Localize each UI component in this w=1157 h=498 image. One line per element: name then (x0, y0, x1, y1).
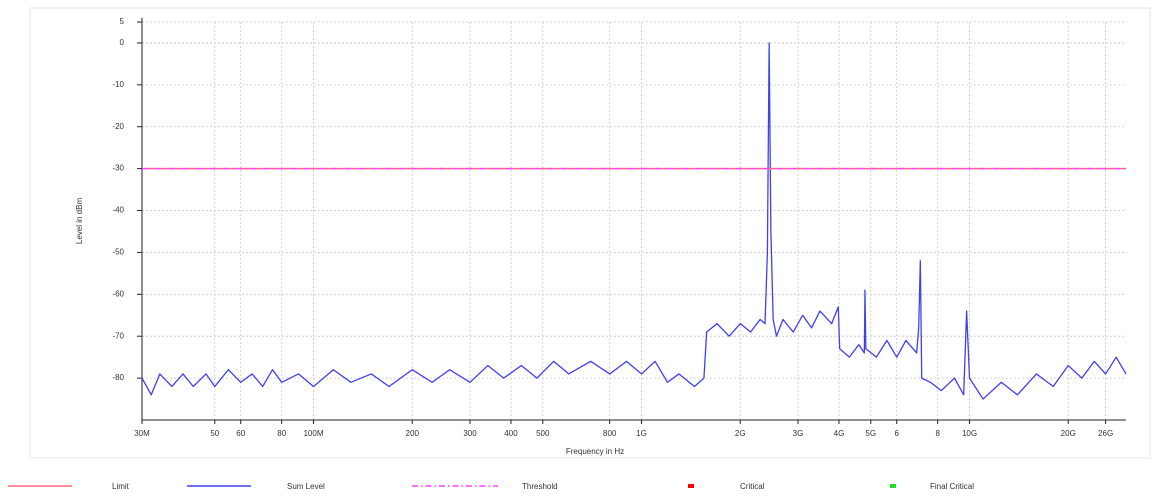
x-tick-label: 60 (236, 429, 245, 438)
x-axis-label: Frequency in Hz (566, 447, 624, 456)
x-tick-label: 10G (962, 429, 977, 438)
y-tick-label: -40 (112, 206, 124, 215)
y-tick-label: -70 (112, 331, 124, 340)
x-tick-label: 2G (735, 429, 746, 438)
y-tick-label: -60 (112, 289, 124, 298)
x-tick-label: 300 (463, 429, 477, 438)
y-tick-label: -50 (112, 248, 124, 257)
x-tick-label: 800 (603, 429, 617, 438)
x-tick-label: 4G (834, 429, 845, 438)
x-tick-label: 500 (536, 429, 550, 438)
x-tick-label: 1G (636, 429, 647, 438)
legend-marker (890, 484, 896, 488)
x-tick-label: 80 (277, 429, 286, 438)
x-tick-label: 400 (504, 429, 518, 438)
x-tick-label: 5G (865, 429, 876, 438)
legend-label: Critical (740, 482, 765, 491)
x-tick-label: 50 (210, 429, 219, 438)
legend-marker (688, 484, 694, 488)
series-line (141, 42, 1127, 400)
x-tick-label: 8 (935, 429, 940, 438)
x-tick-label: 30M (134, 429, 150, 438)
x-tick-label: 20G (1061, 429, 1076, 438)
legend-label: Limit (112, 482, 130, 491)
x-tick-label: 200 (406, 429, 420, 438)
legend-label: Final Critical (930, 482, 974, 491)
legend-label: Sum Level (287, 482, 325, 491)
y-tick-label: -20 (112, 122, 124, 131)
x-tick-label: 6 (895, 429, 900, 438)
y-tick-label: 0 (120, 38, 125, 47)
x-tick-label: 3G (793, 429, 804, 438)
x-tick-label: 26G (1098, 429, 1113, 438)
y-tick-label: -80 (112, 373, 124, 382)
chart-frame (29, 7, 1151, 459)
y-axis-label: Level in dBm (75, 198, 84, 245)
y-tick-label: 5 (120, 17, 125, 26)
y-tick-label: -30 (112, 164, 124, 173)
legend-label: Threshold (522, 482, 558, 491)
x-tick-label: 100M (303, 429, 323, 438)
y-tick-label: -10 (112, 80, 124, 89)
